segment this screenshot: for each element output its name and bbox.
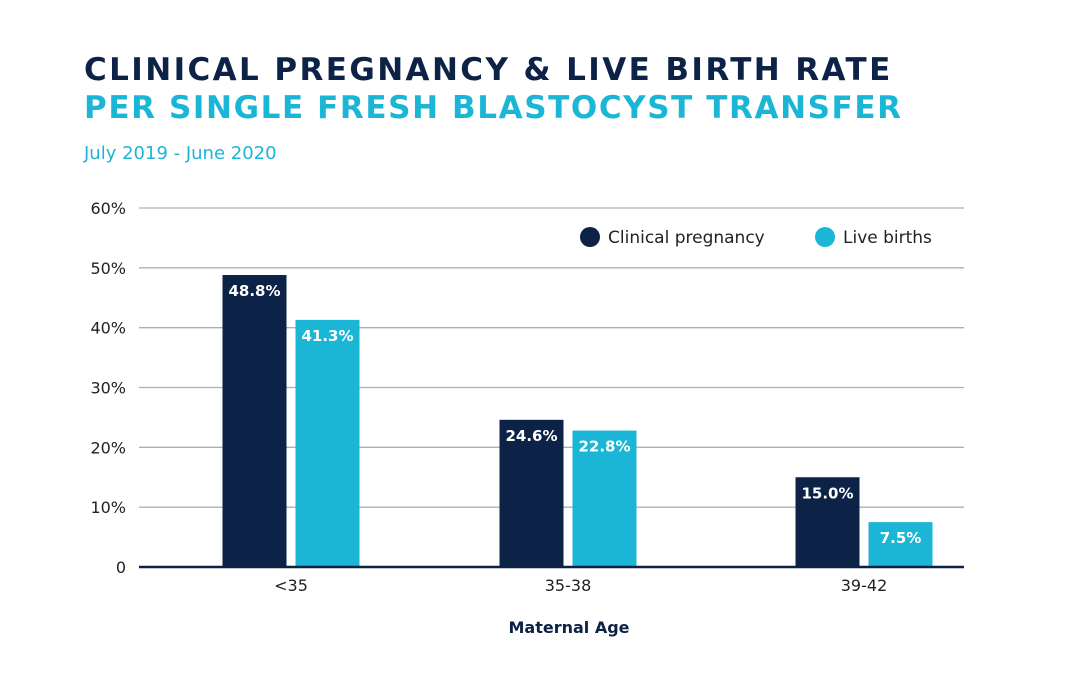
bar-live-births: [572, 430, 637, 567]
y-tick-label: 50%: [90, 259, 126, 278]
chart-subtitle: July 2019 - June 2020: [84, 143, 277, 164]
bar-value-label: 22.8%: [578, 438, 630, 456]
bar-value-label: 15.0%: [801, 484, 853, 502]
legend-label: Clinical pregnancy: [608, 228, 765, 248]
bar-value-label: 24.6%: [505, 427, 557, 445]
x-axis-title: Maternal Age: [508, 618, 629, 637]
bar-value-label: 48.8%: [228, 282, 280, 300]
chart-title-line1: CLINICAL PREGNANCY & LIVE BIRTH RATE: [84, 52, 893, 88]
legend-swatch: [815, 227, 835, 247]
bar-value-label: 7.5%: [880, 529, 922, 547]
y-tick-label: 20%: [90, 438, 126, 457]
legend-label: Live births: [843, 228, 932, 248]
bar-clinical-pregnancy: [795, 477, 860, 567]
bar-value-label: 41.3%: [301, 327, 353, 345]
x-tick-label: <35: [274, 576, 308, 595]
y-tick-label: 30%: [90, 379, 126, 398]
bar-clinical-pregnancy: [222, 275, 287, 567]
y-tick-label: 0: [116, 558, 126, 577]
x-tick-label: 35-38: [545, 576, 592, 595]
bar-live-births: [868, 522, 933, 567]
legend-swatch: [580, 227, 600, 247]
chart-title-line2: PER SINGLE FRESH BLASTOCYST TRANSFER: [84, 90, 903, 126]
y-tick-label: 10%: [90, 498, 126, 517]
y-tick-label: 40%: [90, 319, 126, 338]
x-tick-label: 39-42: [841, 576, 888, 595]
y-tick-label: 60%: [90, 199, 126, 218]
bar-live-births: [295, 319, 360, 567]
bar-clinical-pregnancy: [499, 419, 564, 567]
